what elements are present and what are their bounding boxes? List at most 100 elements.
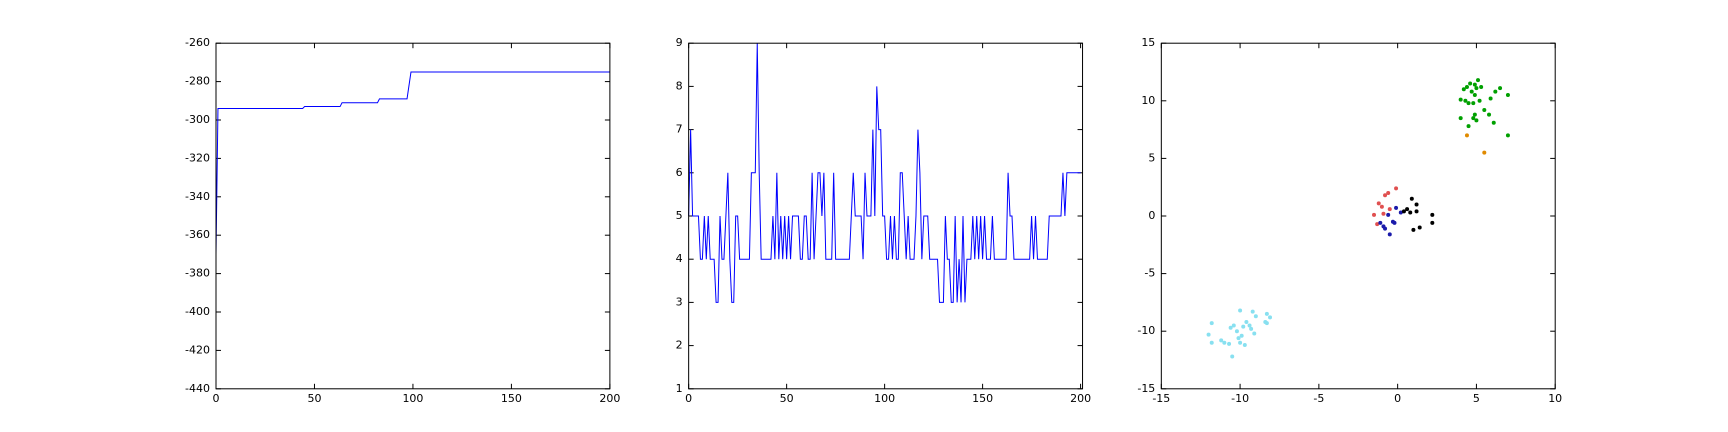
point	[1401, 209, 1406, 214]
x-tick-label: 150	[972, 392, 993, 405]
point	[1234, 329, 1239, 334]
x-tick-label: 10	[1548, 392, 1562, 405]
point	[1430, 212, 1435, 217]
point	[1241, 324, 1246, 329]
y-tick-label: 3	[676, 295, 683, 308]
point	[1479, 84, 1484, 89]
x-tick-label: 100	[402, 392, 423, 405]
point	[1231, 323, 1236, 328]
point	[1408, 210, 1413, 215]
x-tick-label: 0	[685, 392, 692, 405]
x-tick-label: 50	[780, 392, 794, 405]
y-tick-label: -15	[1137, 382, 1155, 395]
point	[1244, 319, 1249, 324]
point	[1375, 222, 1380, 227]
point	[1378, 220, 1383, 225]
point	[1458, 97, 1463, 102]
point	[1264, 311, 1269, 316]
x-tick-label: 0	[213, 392, 220, 405]
point	[1411, 227, 1416, 232]
y-tick-label: 8	[676, 79, 683, 92]
point	[1383, 193, 1388, 198]
y-tick-label: -420	[185, 343, 210, 356]
x-tick-label: 100	[874, 392, 895, 405]
point	[1487, 112, 1492, 117]
y-tick-label: 15	[1141, 36, 1155, 49]
point	[1471, 116, 1476, 121]
y-tick-label: 4	[676, 252, 683, 265]
point	[1239, 333, 1244, 338]
point	[1488, 96, 1493, 101]
point	[1209, 340, 1214, 345]
plot-area	[1161, 43, 1556, 389]
y-tick-label: 0	[1148, 209, 1155, 222]
point	[1461, 87, 1466, 92]
point	[1414, 202, 1419, 207]
point	[1466, 101, 1471, 106]
point	[1252, 331, 1257, 336]
x-tick-label: 5	[1473, 392, 1480, 405]
point	[1493, 89, 1498, 94]
point	[1474, 118, 1479, 123]
y-tick-label: 1	[676, 382, 683, 395]
point	[1264, 321, 1269, 326]
point	[1379, 204, 1384, 209]
y-tick-label: -280	[185, 75, 210, 88]
point	[1482, 150, 1487, 155]
point	[1222, 340, 1227, 345]
x-tick-label: -15	[1152, 392, 1170, 405]
y-tick-label: 5	[1148, 151, 1155, 164]
y-tick-label: 2	[676, 339, 683, 352]
plot-area	[216, 43, 610, 389]
point	[1250, 309, 1255, 314]
point	[1468, 81, 1473, 86]
point	[1219, 338, 1224, 343]
plot-area	[688, 43, 1083, 389]
point	[1414, 209, 1419, 214]
point	[1463, 98, 1468, 103]
point	[1482, 108, 1487, 113]
point	[1505, 93, 1510, 98]
point	[1409, 196, 1414, 201]
point	[1249, 326, 1254, 331]
x-tick-label: 150	[501, 392, 522, 405]
point	[1464, 133, 1469, 138]
axes-frame	[1160, 42, 1556, 390]
y-tick-label: -380	[185, 267, 210, 280]
axes-frame	[688, 42, 1084, 390]
point	[1471, 101, 1476, 106]
point	[1394, 205, 1399, 210]
point	[1458, 116, 1463, 121]
point	[1247, 323, 1252, 328]
point	[1405, 207, 1410, 212]
point	[1372, 212, 1377, 217]
point	[1236, 336, 1241, 341]
point	[1227, 341, 1232, 346]
y-tick-label: -360	[185, 228, 210, 241]
point	[1472, 112, 1477, 117]
y-tick-label: 5	[676, 209, 683, 222]
y-tick-label: 7	[676, 123, 683, 136]
x-tick-label: -5	[1313, 392, 1324, 405]
point	[1477, 98, 1482, 103]
line	[215, 71, 610, 255]
point	[1474, 86, 1479, 91]
point	[1386, 190, 1391, 195]
x-tick-label: 200	[1070, 392, 1091, 405]
point	[1392, 220, 1397, 225]
point	[1505, 133, 1510, 138]
y-tick-label: -320	[185, 151, 210, 164]
point	[1464, 84, 1469, 89]
y-tick-label: -300	[185, 113, 210, 126]
point	[1430, 220, 1435, 225]
point	[1472, 93, 1477, 98]
point	[1394, 186, 1399, 191]
point	[1475, 78, 1480, 83]
axes-frame	[215, 42, 611, 390]
point	[1417, 225, 1422, 230]
point	[1491, 120, 1496, 125]
point	[1209, 321, 1214, 326]
x-tick-label: -10	[1231, 392, 1249, 405]
point	[1386, 212, 1391, 217]
